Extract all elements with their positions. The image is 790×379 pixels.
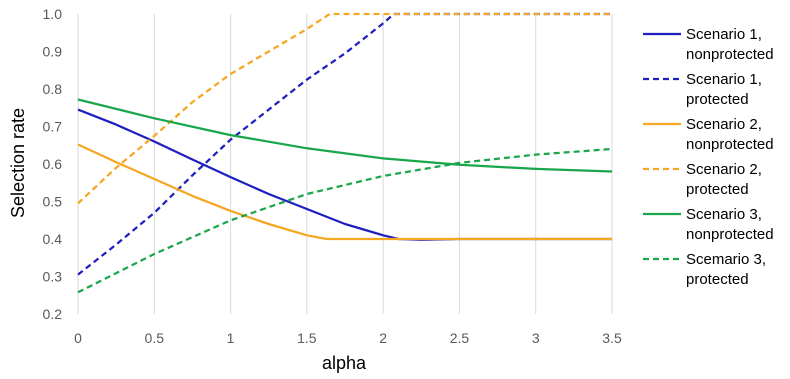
x-tick-label: 3.5 xyxy=(602,330,622,346)
x-tick-label: 0.5 xyxy=(145,330,165,346)
y-tick-label: 0.2 xyxy=(43,306,63,322)
legend-label: Scenario 3, xyxy=(686,206,762,223)
series-line xyxy=(77,143,612,241)
x-tick-label: 1 xyxy=(227,330,235,346)
legend-label: Scemario 3, xyxy=(686,251,766,268)
grid-lines xyxy=(77,14,613,314)
series-layer xyxy=(77,12,613,294)
legend: Scenario 1, nonprotected Scenario 1, protec… xyxy=(643,26,774,288)
y-tick-label: 0.8 xyxy=(43,81,63,97)
series-line xyxy=(77,147,613,294)
x-tick-label: 2 xyxy=(379,330,387,346)
x-tick-label: 0 xyxy=(74,330,82,346)
x-tick-label: 1.5 xyxy=(297,330,317,346)
x-tick-label: 3 xyxy=(532,330,540,346)
legend-label: protected xyxy=(686,181,749,198)
legend-label: Scenario 1, xyxy=(686,26,762,43)
y-tick-label: 0.5 xyxy=(43,194,63,210)
legend-label: Scenario 2, xyxy=(686,161,762,178)
x-axis-ticks: 0 0.5 1 1.5 2 2.5 3 3.5 xyxy=(74,330,622,346)
y-tick-label: 0.4 xyxy=(43,231,63,247)
legend-label: protected xyxy=(686,271,749,288)
y-tick-label: 1.0 xyxy=(43,6,63,22)
series-line xyxy=(77,108,612,241)
y-tick-label: 0.6 xyxy=(43,156,63,172)
legend-label: nonprotected xyxy=(686,46,774,63)
series-line xyxy=(77,12,612,205)
legend-label: Scenario 2, xyxy=(686,116,762,133)
x-tick-label: 2.5 xyxy=(450,330,470,346)
y-tick-label: 0.9 xyxy=(43,44,63,60)
y-tick-label: 0.3 xyxy=(43,269,63,285)
series-line xyxy=(77,98,613,173)
legend-label: nonprotected xyxy=(686,226,774,243)
y-axis-ticks: 0.2 0.3 0.4 0.5 0.6 0.7 0.8 0.9 1.0 xyxy=(43,6,63,322)
y-axis-title: Selection rate xyxy=(8,108,28,218)
legend-label: protected xyxy=(686,91,749,108)
legend-label: nonprotected xyxy=(686,136,774,153)
x-axis-title: alpha xyxy=(322,353,367,373)
legend-label: Scenario 1, xyxy=(686,71,762,88)
y-tick-label: 0.7 xyxy=(43,119,63,135)
